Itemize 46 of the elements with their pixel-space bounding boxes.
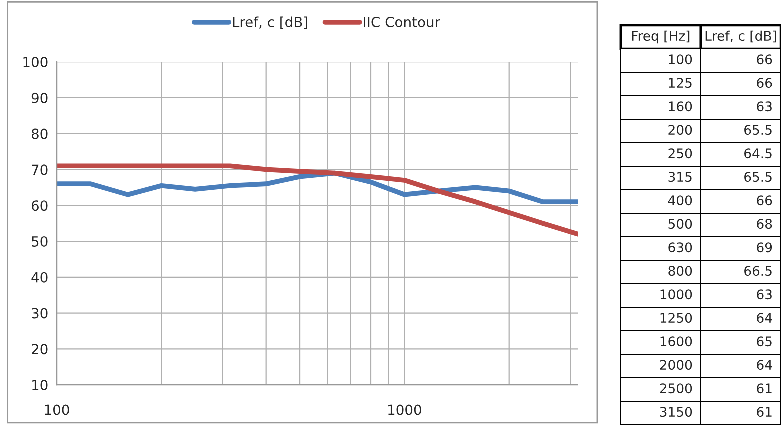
text: 1600 xyxy=(660,336,692,347)
text: 64 xyxy=(757,313,772,324)
text: 630 xyxy=(668,242,692,253)
text: 65.5 xyxy=(744,125,772,136)
text: 66 xyxy=(757,78,772,88)
text: 200 xyxy=(668,125,692,136)
text: 2000 xyxy=(660,360,692,370)
y-tick-label: 70 xyxy=(32,164,48,176)
text: 68 xyxy=(757,219,772,230)
text: 125 xyxy=(669,78,692,88)
text: 315 xyxy=(668,172,692,182)
y-tick-label: 80 xyxy=(32,128,48,140)
text: 65.5 xyxy=(744,172,772,182)
text: 69 xyxy=(757,242,772,253)
text: Lref, c [dB] xyxy=(706,30,776,43)
text: Freq [Hz] xyxy=(632,30,690,44)
y-tick-label: 90 xyxy=(32,92,48,104)
text: 800 xyxy=(668,266,692,276)
text: 65 xyxy=(757,336,772,347)
text: 2500 xyxy=(660,384,692,394)
y-tick-label: 100 xyxy=(24,57,48,68)
text: 64 xyxy=(757,360,772,370)
y-tick-label: 30 xyxy=(32,308,48,319)
text: 250 xyxy=(668,148,692,159)
legend-label: IIC Contour xyxy=(364,16,441,28)
text: 400 xyxy=(668,196,692,206)
y-tick-label: 40 xyxy=(32,272,48,283)
y-tick-label: 20 xyxy=(32,344,48,355)
text: 3150 xyxy=(660,407,692,418)
y-tick-label: 60 xyxy=(32,200,48,212)
text: 1250 xyxy=(660,313,692,324)
y-tick-label: 10 xyxy=(32,380,48,391)
y-tick-label: 50 xyxy=(32,236,48,247)
text: 500 xyxy=(668,219,692,230)
text: 61 xyxy=(757,407,772,418)
text: 1000 xyxy=(660,290,692,300)
text: 100 xyxy=(669,54,692,65)
text: 63 xyxy=(757,102,772,112)
text: 66 xyxy=(757,196,772,206)
text: 63 xyxy=(757,290,772,300)
text: 61 xyxy=(757,384,772,394)
legend-label: Lref, c [dB] xyxy=(233,16,308,30)
text: 66 xyxy=(757,54,772,65)
text: 160 xyxy=(669,102,692,112)
text: 66.5 xyxy=(744,266,772,276)
text: 64.5 xyxy=(744,148,772,159)
